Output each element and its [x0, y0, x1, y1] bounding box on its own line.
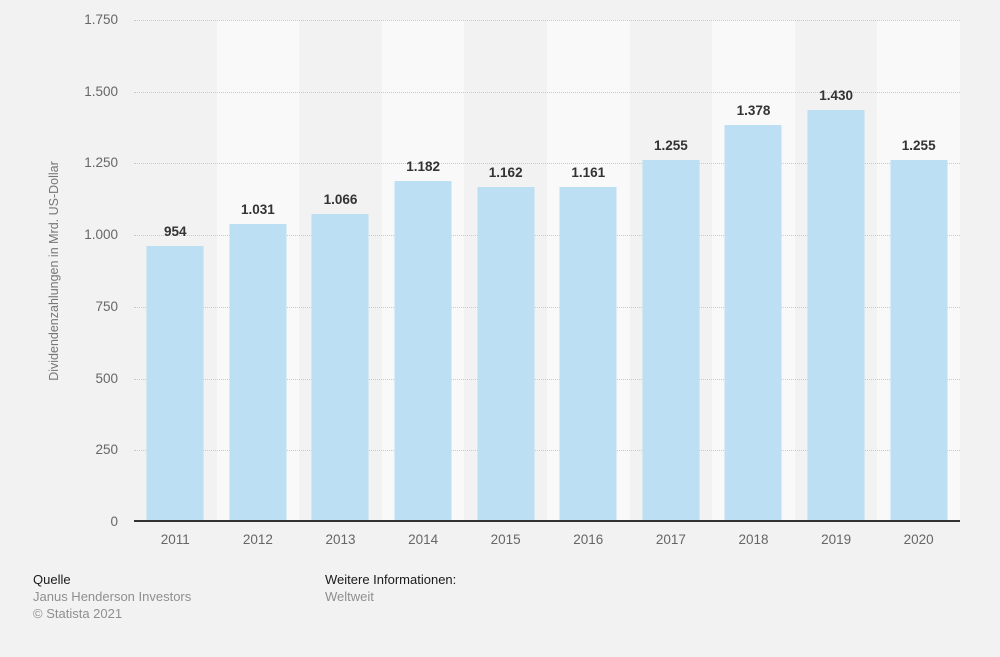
- y-tick-label: 1.000: [84, 227, 118, 243]
- source-name: Janus Henderson Investors: [33, 589, 192, 604]
- x-tick-label-2011: 2011: [160, 532, 190, 547]
- x-tick-label-2018: 2018: [738, 532, 769, 547]
- bar-column-2013: 1.066: [299, 20, 382, 520]
- bar-value-label: 954: [164, 224, 187, 240]
- x-tick-label-2015: 2015: [490, 532, 521, 547]
- bar-2019: [807, 109, 865, 520]
- bar-column-2014: 1.182: [382, 20, 465, 520]
- bar-2013: [311, 214, 369, 520]
- bar-value-label: 1.255: [901, 138, 936, 153]
- y-tick-label: 1.750: [84, 12, 118, 27]
- bar-value-label: 1.066: [323, 192, 358, 208]
- bar-value-label: 1.031: [240, 202, 275, 218]
- bar-value-label: 1.182: [406, 158, 440, 174]
- source-heading: Quelle: [33, 572, 71, 587]
- bar-column-2011: 954: [134, 20, 217, 520]
- bar-value-label: 1.378: [736, 102, 771, 118]
- x-tick-label-2019: 2019: [821, 532, 852, 547]
- bar-2011: [146, 246, 204, 520]
- source-block: Quelle Janus Henderson Investors © Stati…: [33, 571, 191, 622]
- plot-area: 954 1.031 1.066 1.182 1.162 1.161 1.255 1.378 1.…: [134, 20, 960, 522]
- y-tick-label: 750: [95, 298, 118, 314]
- bar-2018: [724, 124, 782, 520]
- bar-column-2019: 1.430: [795, 20, 878, 520]
- y-tick-label: 500: [95, 370, 118, 386]
- further-information-block: Weitere Informationen: Weltweit: [325, 571, 456, 605]
- gridline: [134, 235, 960, 237]
- x-tick-label-2014: 2014: [408, 532, 439, 547]
- bar-2017: [642, 160, 700, 520]
- y-tick-label: 1.500: [84, 83, 118, 99]
- bar-column-2017: 1.255: [630, 20, 713, 520]
- y-tick-label: 0: [110, 514, 118, 529]
- bar-2020: [890, 160, 948, 520]
- x-tick-label-2020: 2020: [903, 532, 934, 547]
- y-tick-label: 250: [95, 442, 118, 458]
- bar-value-label: 1.255: [653, 138, 688, 153]
- y-tick-label: 1.250: [84, 155, 118, 171]
- bar-2016: [559, 186, 617, 520]
- y-axis-title: Dividendenzahlungen in Mrd. US-Dollar: [47, 161, 61, 381]
- x-tick-label-2012: 2012: [242, 532, 273, 547]
- x-tick-label-2016: 2016: [573, 532, 604, 547]
- bar-value-label: 1.430: [819, 87, 853, 103]
- bar-2014: [394, 180, 452, 520]
- info-value: Weltweit: [325, 589, 374, 604]
- copyright-notice: © Statista 2021: [33, 606, 123, 621]
- x-tick-label-2013: 2013: [325, 532, 356, 547]
- gridline: [134, 91, 960, 93]
- bar-column-2020: 1.255: [877, 20, 960, 520]
- gridline: [134, 20, 960, 21]
- bar-2015: [477, 186, 535, 520]
- bar-column-2015: 1.162: [464, 20, 547, 520]
- gridline: [134, 450, 960, 452]
- bar-value-label: 1.162: [488, 164, 523, 180]
- bar-column-2016: 1.161: [547, 20, 630, 520]
- bar-column-2018: 1.378: [712, 20, 795, 520]
- bar-value-label: 1.161: [571, 164, 606, 180]
- x-tick-label-2017: 2017: [655, 532, 686, 547]
- gridline: [134, 378, 960, 380]
- info-heading: Weitere Informationen:: [325, 572, 457, 587]
- gridline: [134, 306, 960, 308]
- gridline: [134, 163, 960, 165]
- bar-2012: [229, 224, 287, 520]
- bar-column-2012: 1.031: [217, 20, 300, 520]
